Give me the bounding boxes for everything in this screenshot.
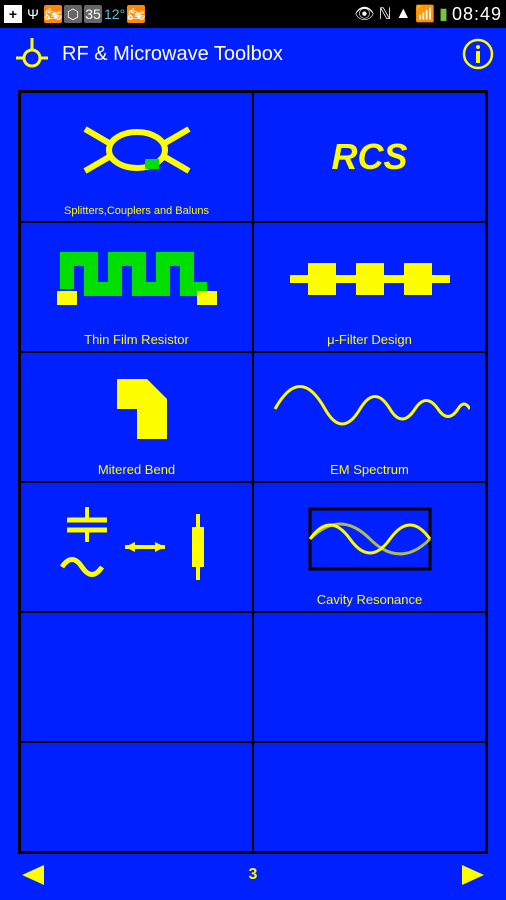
app-icon-1: 🏍 — [44, 5, 62, 23]
info-button[interactable] — [462, 38, 494, 70]
usb-icon: Ψ — [24, 5, 42, 23]
page-number: 3 — [249, 866, 258, 884]
cell-label: Thin Film Resistor — [84, 332, 189, 347]
tool-grid: Splitters,Couplers and Baluns RCS Thin F… — [18, 90, 488, 854]
tool-splitters[interactable]: Splitters,Couplers and Baluns — [20, 92, 253, 222]
status-right: 👁 ℕ ▲ 📶 ▮ 08:49 — [354, 4, 502, 25]
app-icon-3: 35 — [84, 5, 102, 23]
wifi-icon: ▲ — [395, 5, 411, 23]
cell-label: Mitered Bend — [98, 462, 175, 477]
tool-filter-design[interactable]: μ-Filter Design — [253, 222, 486, 352]
tool-thin-film[interactable]: Thin Film Resistor — [20, 222, 253, 352]
temperature: 12° — [104, 6, 125, 22]
app-title: RF & Microwave Toolbox — [62, 43, 462, 66]
spectrum-icon — [258, 357, 481, 460]
next-page-button[interactable] — [458, 863, 488, 887]
tool-grid-container: Splitters,Couplers and Baluns RCS Thin F… — [0, 80, 506, 854]
cell-label: EM Spectrum — [330, 462, 409, 477]
cell-label: Splitters,Couplers and Baluns — [64, 205, 209, 217]
app-logo-icon — [12, 34, 52, 74]
app-icon-4: 🏍 — [127, 5, 145, 23]
tool-equivalence[interactable] — [20, 482, 253, 612]
prev-page-button[interactable] — [18, 863, 48, 887]
cavity-icon — [258, 487, 481, 590]
filter-icon — [258, 227, 481, 330]
tool-rcs[interactable]: RCS — [253, 92, 486, 222]
cell-label: μ-Filter Design — [327, 332, 412, 347]
footer-nav: 3 — [0, 856, 506, 900]
battery-icon: ▮ — [439, 4, 448, 24]
eye-icon: 👁 — [354, 4, 374, 24]
nfc-icon: ℕ — [379, 4, 392, 24]
empty-cell — [20, 742, 253, 852]
empty-cell — [253, 742, 486, 852]
equivalence-icon — [25, 487, 248, 607]
status-left: + Ψ 🏍 ⬡ 35 12° 🏍 — [4, 5, 145, 23]
resistor-icon — [25, 227, 248, 330]
coupler-icon — [25, 97, 248, 203]
app-header: RF & Microwave Toolbox — [0, 28, 506, 80]
status-bar: + Ψ 🏍 ⬡ 35 12° 🏍 👁 ℕ ▲ 📶 ▮ 08:49 — [0, 0, 506, 28]
app-icon-2: ⬡ — [64, 5, 82, 23]
tool-em-spectrum[interactable]: EM Spectrum — [253, 352, 486, 482]
empty-cell — [20, 612, 253, 742]
signal-icon: 📶 — [415, 4, 435, 24]
plus-icon: + — [4, 5, 22, 23]
rcs-icon: RCS — [331, 136, 407, 178]
tool-mitered-bend[interactable]: Mitered Bend — [20, 352, 253, 482]
empty-cell — [253, 612, 486, 742]
tool-cavity-resonance[interactable]: Cavity Resonance — [253, 482, 486, 612]
clock: 08:49 — [452, 4, 502, 25]
cell-label: Cavity Resonance — [317, 592, 423, 607]
bend-icon — [25, 357, 248, 460]
